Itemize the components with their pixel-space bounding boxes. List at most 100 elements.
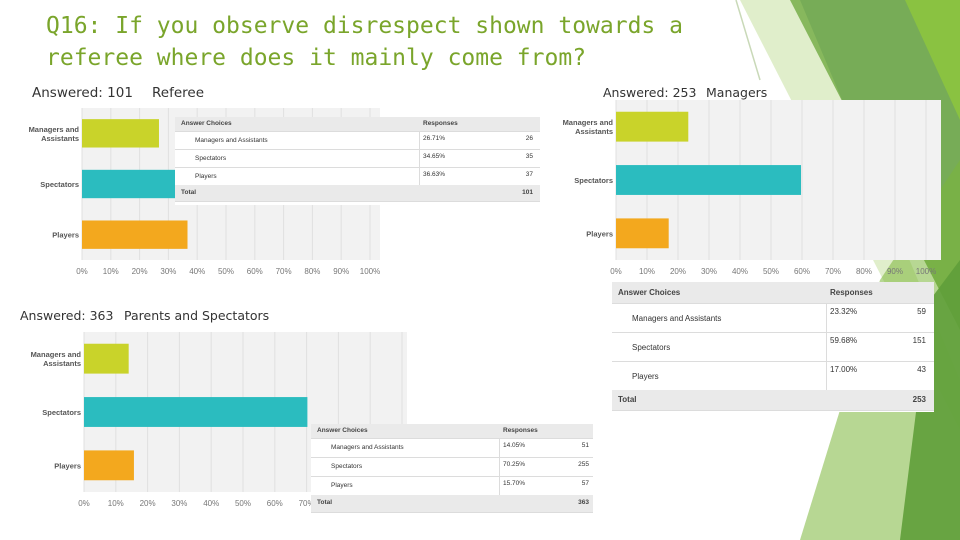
category-label: Spectators [42, 408, 81, 417]
tick-label: 20% [140, 499, 156, 508]
response-percent: 15.70% [503, 480, 526, 487]
total-label: Total [618, 395, 637, 404]
category-label: Managers and [29, 125, 80, 134]
parents-answered: Answered: 363 [20, 308, 114, 323]
answer-choice: Managers and Assistants [195, 136, 268, 144]
bar-managers-and-assistants [616, 111, 689, 142]
chart-svg: 0% 10% 20% 30% 40% 50% 60% 70% 80% 90% 100% Manager… [563, 100, 941, 276]
deco-shape-corner [905, 0, 960, 120]
tick-label: 50% [763, 267, 779, 276]
response-percent: 70.25% [503, 461, 526, 468]
category-label: Managers and [31, 350, 82, 359]
referee-answered: Answered: 101 [32, 85, 133, 101]
slide-title: Q16: If you observe disrespect shown tow… [46, 13, 683, 71]
header-responses: Responses [423, 119, 458, 127]
answer-choice: Spectators [331, 463, 363, 471]
tick-label: 70% [276, 267, 292, 276]
category-label: Managers and [563, 118, 614, 127]
managers-answered: Answered: 253 [603, 85, 697, 100]
category-label: Players [52, 231, 79, 240]
response-count: 57 [581, 480, 589, 487]
answer-choice: Managers and Assistants [632, 313, 722, 323]
table-row: Spectators 34.65% 35 [175, 149, 540, 168]
bar-players [616, 218, 669, 249]
table-header: Answer Choices Responses [175, 117, 540, 132]
category-label: Spectators [40, 180, 79, 189]
table-total-row: Total 363 [311, 495, 593, 513]
managers-group: Managers [706, 85, 768, 100]
tick-label: 60% [247, 267, 263, 276]
answer-choice: Managers and Assistants [331, 444, 404, 452]
bar-managers-and-assistants [82, 119, 159, 148]
answer-choice: Spectators [632, 342, 671, 352]
table-header: Answer Choices Responses [311, 424, 593, 439]
table-row: Managers and Assistants 23.32% 59 [612, 303, 934, 333]
response-count: 43 [917, 365, 926, 374]
tick-label: 30% [171, 499, 187, 508]
table-row: Managers and Assistants 14.05% 51 [311, 438, 593, 458]
table-header: Answer Choices Responses [612, 282, 934, 304]
category-label: Assistants [43, 359, 81, 368]
response-count: 35 [525, 153, 533, 160]
tick-label: 10% [103, 267, 119, 276]
response-percent: 34.65% [423, 153, 446, 160]
response-count: 26 [525, 135, 533, 142]
table-total-row: Total 253 [612, 390, 934, 411]
answer-choice: Players [632, 371, 659, 381]
parents-group: Parents and Spectators [124, 308, 270, 323]
table-row: Managers and Assistants 26.71% 26 [175, 131, 540, 150]
tick-label: 80% [304, 267, 320, 276]
response-count: 59 [917, 307, 926, 316]
tick-label: 40% [189, 267, 205, 276]
response-count: 255 [578, 461, 589, 468]
tick-label: 40% [203, 499, 219, 508]
referee-group: Referee [152, 85, 205, 101]
tick-label: 30% [701, 267, 717, 276]
category-label: Assistants [41, 134, 79, 143]
answer-choice: Spectators [195, 154, 227, 162]
header-answer-choices: Answer Choices [317, 426, 368, 434]
tick-label: 0% [78, 499, 90, 508]
tick-label: 70% [299, 499, 315, 508]
response-percent: 36.63% [423, 171, 446, 178]
header-answer-choices: Answer Choices [618, 287, 681, 297]
total-label: Total [317, 499, 333, 507]
bar-managers-and-assistants [84, 343, 129, 374]
tick-label: 80% [856, 267, 872, 276]
category-label: Players [586, 229, 613, 238]
header-responses: Responses [503, 426, 538, 434]
tick-label: 60% [794, 267, 810, 276]
tick-label: 0% [76, 267, 88, 276]
total-count: 253 [912, 395, 926, 404]
tick-label: 100% [916, 267, 936, 276]
tick-label: 70% [825, 267, 841, 276]
category-label: Players [54, 461, 81, 470]
referee-table: Answer Choices Responses Managers and Assi… [175, 117, 540, 205]
response-percent: 17.00% [830, 365, 858, 374]
bar-players [84, 450, 134, 481]
tick-label: 90% [887, 267, 903, 276]
response-count: 151 [912, 336, 926, 345]
total-label: Total [181, 188, 197, 196]
deco-line [735, 0, 761, 81]
parents-table: Answer Choices Responses Managers and Assi… [311, 424, 593, 518]
response-percent: 23.32% [830, 307, 858, 316]
managers-chart: 0% 10% 20% 30% 40% 50% 60% 70% 80% 90% 100% Manager… [556, 100, 941, 280]
table-row: Players 36.63% 37 [175, 167, 540, 186]
response-percent: 59.68% [830, 336, 858, 345]
tick-label: 0% [610, 267, 622, 276]
tick-label: 20% [132, 267, 148, 276]
tick-label: 60% [267, 499, 283, 508]
tick-label: 40% [732, 267, 748, 276]
total-count: 101 [522, 188, 533, 196]
answer-choice: Players [195, 172, 217, 180]
table-row: Players 15.70% 57 [311, 476, 593, 496]
tick-label: 50% [218, 267, 234, 276]
bar-spectators [82, 169, 182, 199]
category-label: Assistants [575, 127, 613, 136]
table-row: Spectators 70.25% 255 [311, 457, 593, 477]
table-row: Players 17.00% 43 [612, 361, 934, 391]
table-total-row: Total 101 [175, 185, 540, 202]
tick-label: 30% [160, 267, 176, 276]
header-responses: Responses [830, 287, 873, 297]
